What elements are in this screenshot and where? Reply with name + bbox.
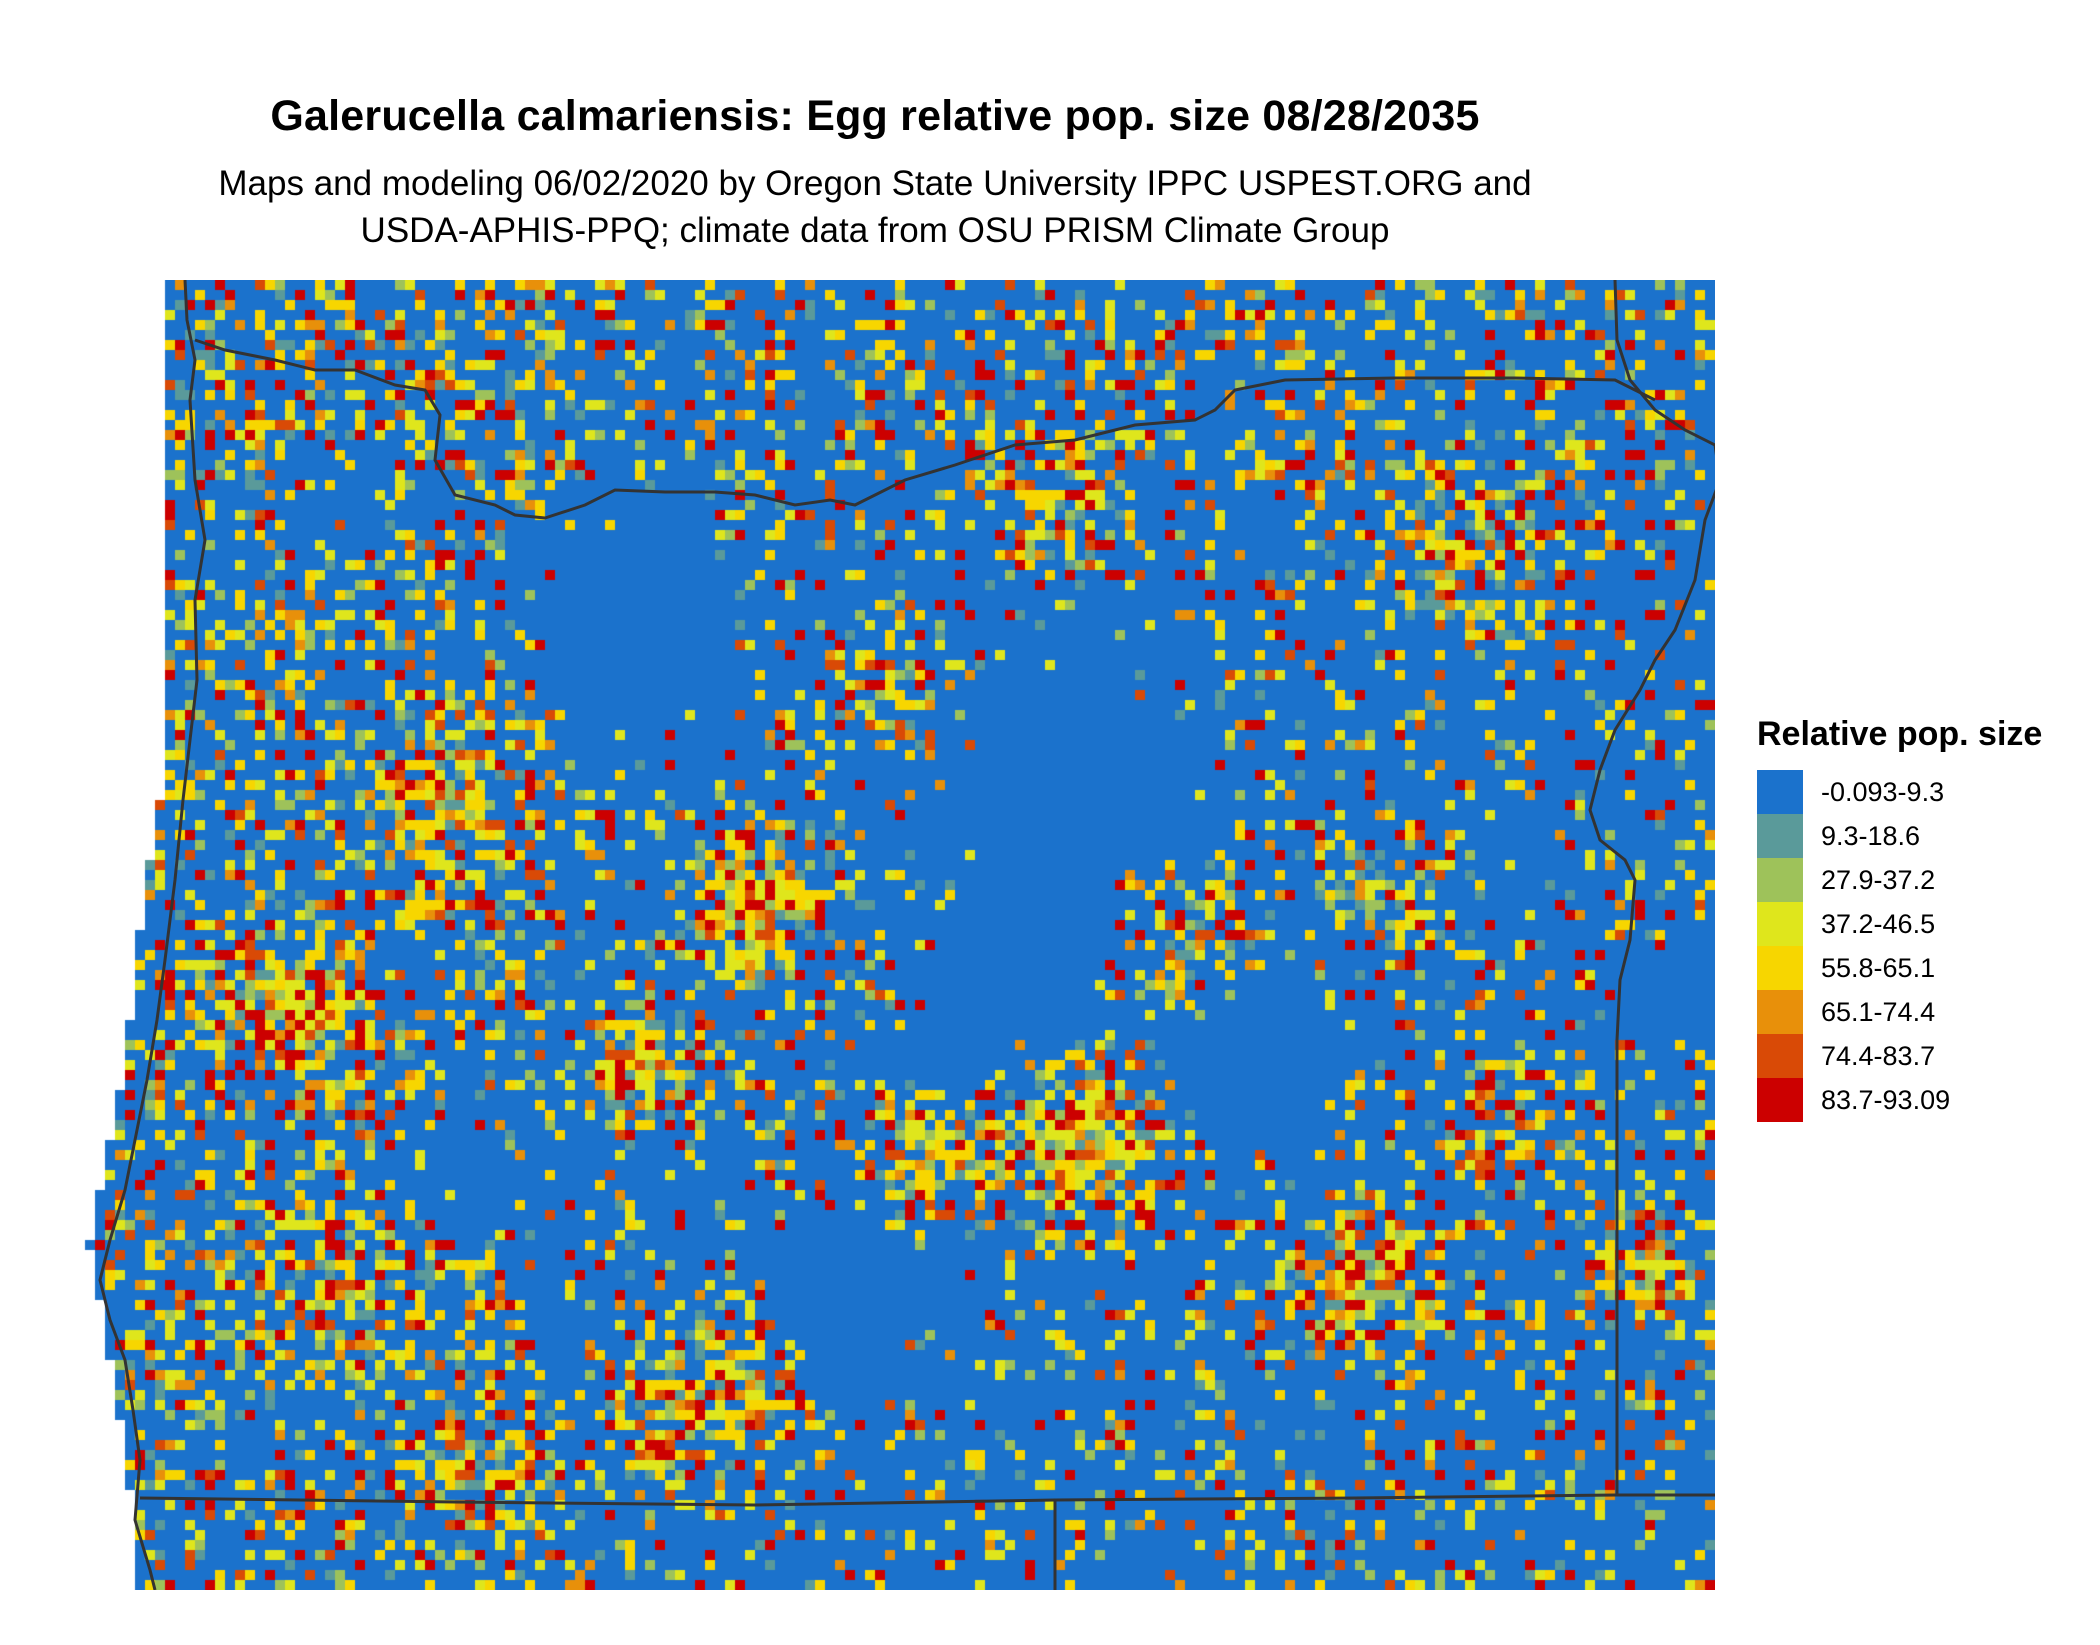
legend-swatch [1757,1034,1803,1078]
legend-swatch [1757,858,1803,902]
boundary-lines [98,280,1715,1590]
map-subtitle: Maps and modeling 06/02/2020 by Oregon S… [0,160,1750,254]
legend-label: 37.2-46.5 [1821,908,1936,939]
legend-label: 83.7-93.09 [1821,1084,1951,1115]
legend-item: 55.8-65.1 [1757,946,2042,990]
subtitle-line-1: Maps and modeling 06/02/2020 by Oregon S… [218,164,1532,203]
legend-item: 65.1-74.4 [1757,990,2042,1034]
legend-swatch [1757,990,1803,1034]
subtitle-line-2: USDA-APHIS-PPQ; climate data from OSU PR… [360,211,1390,250]
legend-item: -0.093-9.3 [1757,770,2042,814]
coastline [98,280,207,1590]
legend-title: Relative pop. size [1757,715,2043,753]
map-panel [55,280,1715,1590]
legend-label: 9.3-18.6 [1821,820,1921,851]
legend-item: 9.3-18.6 [1757,814,2042,858]
legend-label: 65.1-74.4 [1821,996,1936,1027]
legend: Relative pop. size -0.093-9.3 9.3-18.6 27.… [1757,715,2042,1122]
columbia-river-border [194,338,1656,520]
southern-border [139,1493,1715,1507]
legend-item: 27.9-37.2 [1757,858,2042,902]
legend-swatch [1757,1078,1803,1122]
legend-item: 83.7-93.09 [1757,1078,2042,1122]
legend-label: 74.4-83.7 [1821,1040,1936,1071]
legend-swatch [1757,814,1803,858]
legend-label: 55.8-65.1 [1821,952,1936,983]
legend-swatch [1757,946,1803,990]
legend-items: -0.093-9.3 9.3-18.6 27.9-37.2 37.2-46.5 55.8… [1757,770,2042,1122]
legend-swatch [1757,902,1803,946]
legend-item: 37.2-46.5 [1757,902,2042,946]
map-title: Galerucella calmariensis: Egg relative p… [270,92,1480,140]
legend-label: -0.093-9.3 [1821,776,1945,807]
population-raster [55,280,1715,1590]
legend-item: 74.4-83.7 [1757,1034,2042,1078]
legend-swatch [1757,770,1803,814]
legend-label: 27.9-37.2 [1821,864,1936,895]
snake-river-border [1588,280,1715,1120]
